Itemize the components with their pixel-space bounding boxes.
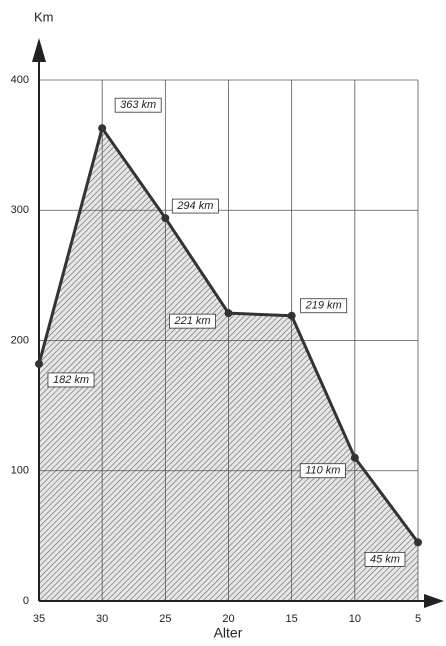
- point: [350, 453, 359, 462]
- y-axis-label: Km: [34, 9, 54, 24]
- value-label: 221 km: [173, 315, 210, 327]
- value-label: 45 km: [370, 553, 400, 565]
- x-tick-label: 30: [96, 613, 108, 625]
- point: [414, 538, 422, 547]
- point: [98, 124, 107, 133]
- x-tick-label: 20: [222, 613, 234, 625]
- x-tick-label: 35: [33, 613, 45, 625]
- y-tick-label: 300: [11, 204, 29, 216]
- x-tick-label: 15: [286, 613, 298, 625]
- value-label: 182 km: [53, 374, 89, 386]
- y-tick-label: 400: [11, 74, 29, 86]
- value-label-box: [364, 551, 406, 567]
- point: [35, 359, 43, 368]
- y-axis-arrow: [32, 38, 46, 62]
- value-label: 363 km: [120, 99, 156, 111]
- y-tick-label: 0: [23, 595, 29, 607]
- value-label-box: [300, 298, 348, 314]
- point: [224, 309, 233, 318]
- point: [161, 214, 170, 223]
- y-tick-label: 200: [11, 334, 29, 346]
- value-label: 294 km: [176, 200, 213, 212]
- y-tick-label: 100: [11, 465, 29, 477]
- value-label-box: [114, 97, 162, 113]
- x-tick-label: 10: [349, 613, 361, 625]
- value-label: 219 km: [305, 300, 342, 312]
- x-axis-label: Alter: [214, 625, 243, 641]
- x-axis-arrow: [424, 594, 444, 608]
- x-tick-label: 25: [159, 613, 171, 625]
- value-label-box: [299, 463, 346, 479]
- x-tick-label: 5: [415, 613, 421, 625]
- value-label: 110 km: [305, 465, 340, 477]
- value-label-box: [47, 372, 95, 388]
- value-label-box: [171, 198, 219, 214]
- point: [287, 311, 296, 320]
- value-label-box: [169, 313, 216, 329]
